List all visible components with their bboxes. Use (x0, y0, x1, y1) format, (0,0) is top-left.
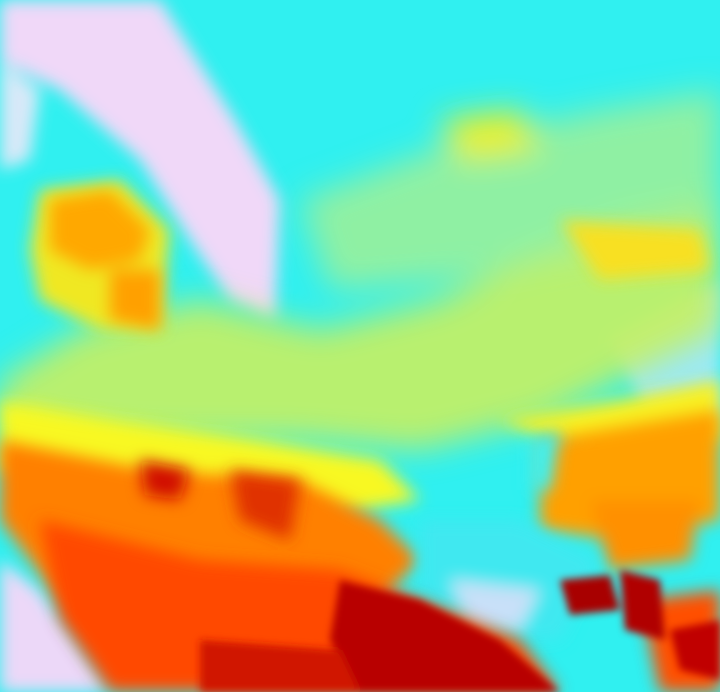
cyan-lake-region (420, 430, 600, 640)
dark-red-regions (200, 570, 720, 692)
